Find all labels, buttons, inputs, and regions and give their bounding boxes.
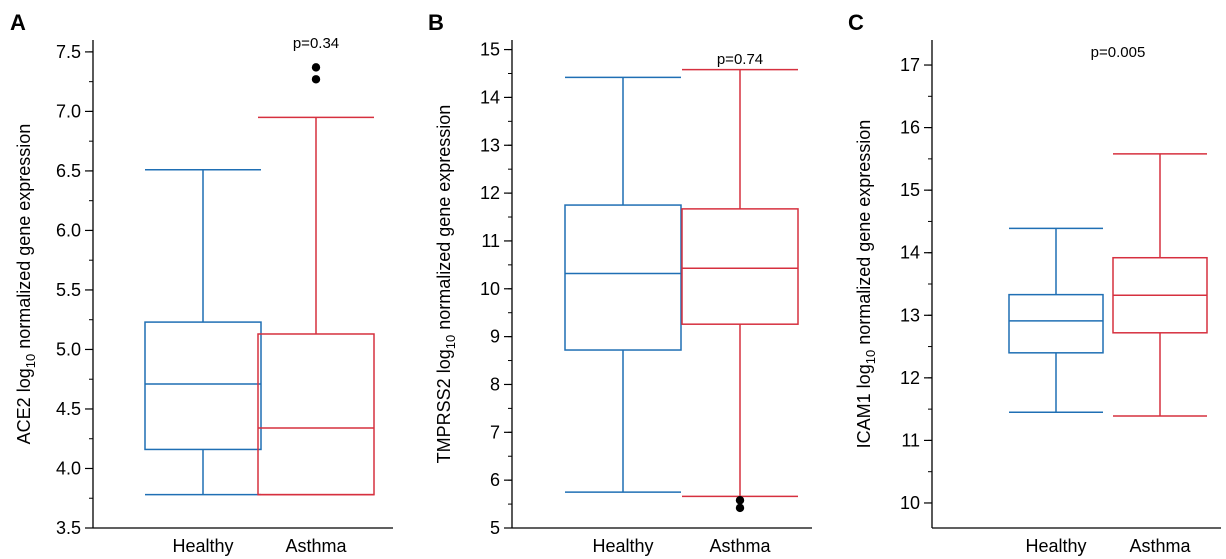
y-tick-label: 4.5: [56, 399, 81, 419]
p-value-annotation: p=0.005: [1091, 44, 1146, 61]
y-tick-label: 13: [480, 135, 500, 155]
y-tick-label: 5: [490, 518, 500, 538]
iqr-box: [257, 333, 375, 496]
y-tick-label: 10: [480, 279, 500, 299]
y-tick-label: 9: [490, 327, 500, 347]
panel-letter: B: [428, 10, 444, 35]
iqr-box: [681, 208, 799, 325]
box-asthma: [681, 68, 799, 513]
p-value-annotation: p=0.34: [293, 35, 339, 52]
box-asthma: [257, 63, 375, 496]
panel-b: B 5 6 7 8 9 10 11 12 13 14 15 TMPRSS2 log10 normaliz…: [428, 10, 812, 556]
y-tick-label: 12: [480, 183, 500, 203]
y-tick-label: 4.0: [56, 458, 81, 478]
iqr-box: [1008, 293, 1104, 354]
y-tick-label: 7.5: [56, 42, 81, 62]
y-tick-label: 14: [900, 243, 920, 263]
panel-letter: C: [848, 10, 864, 35]
y-tick-label: 15: [900, 180, 920, 200]
y-tick-label: 6: [490, 470, 500, 490]
x-category-label: Healthy: [172, 536, 233, 556]
p-value-annotation: p=0.74: [717, 51, 763, 68]
y-tick-label: 11: [481, 231, 500, 251]
x-category-label: Healthy: [592, 536, 653, 556]
y-axis-title: ICAM1 log10 normalized gene expression: [854, 120, 878, 449]
y-tick-label: 5.5: [56, 280, 81, 300]
y-tick-label: 6.5: [56, 161, 81, 181]
y-axis-title: TMPRSS2 log10 normalized gene expression: [434, 105, 458, 464]
y-axis-title: ACE2 log10 normalized gene expression: [14, 124, 38, 445]
y-tick-label: 7.0: [56, 101, 81, 121]
x-category-label: Healthy: [1025, 536, 1086, 556]
iqr-box: [144, 321, 262, 451]
y-tick-label: 16: [900, 118, 920, 138]
panel-c: C 10 11 12 13 14 15 16 17 ICAM1 log10 normalized …: [848, 10, 1221, 556]
y-tick-label: 15: [480, 40, 500, 60]
y-tick-label: 14: [480, 87, 500, 107]
y-tick-label: 5.0: [56, 339, 81, 359]
x-category-label: Asthma: [1129, 536, 1191, 556]
y-tick-label: 13: [900, 305, 920, 325]
box-asthma: [1112, 153, 1208, 417]
y-tick-label: 7: [490, 422, 500, 442]
box-healthy: [144, 168, 262, 496]
y-tick-label: 10: [900, 493, 920, 513]
outlier-point: [311, 63, 321, 72]
outlier-point: [735, 496, 745, 505]
outlier-point: [735, 503, 745, 513]
outlier-point: [311, 75, 321, 84]
panel-letter: A: [10, 10, 26, 35]
y-tick-label: 11: [901, 430, 920, 450]
box-healthy: [1008, 227, 1104, 414]
y-tick-label: 6.0: [56, 220, 81, 240]
box-healthy: [564, 76, 682, 493]
y-tick-label: 17: [900, 55, 920, 75]
y-tick-label: 12: [900, 368, 920, 388]
x-category-label: Asthma: [285, 536, 347, 556]
x-category-label: Asthma: [709, 536, 771, 556]
y-tick-label: 3.5: [56, 518, 81, 538]
panel-a: A 3.5 4.0 4.5 5.0 5.5 6.0 6.5 7.0 7.5 ACE2 log10 n…: [10, 10, 393, 556]
y-tick-label: 8: [490, 374, 500, 394]
iqr-box: [564, 204, 682, 351]
